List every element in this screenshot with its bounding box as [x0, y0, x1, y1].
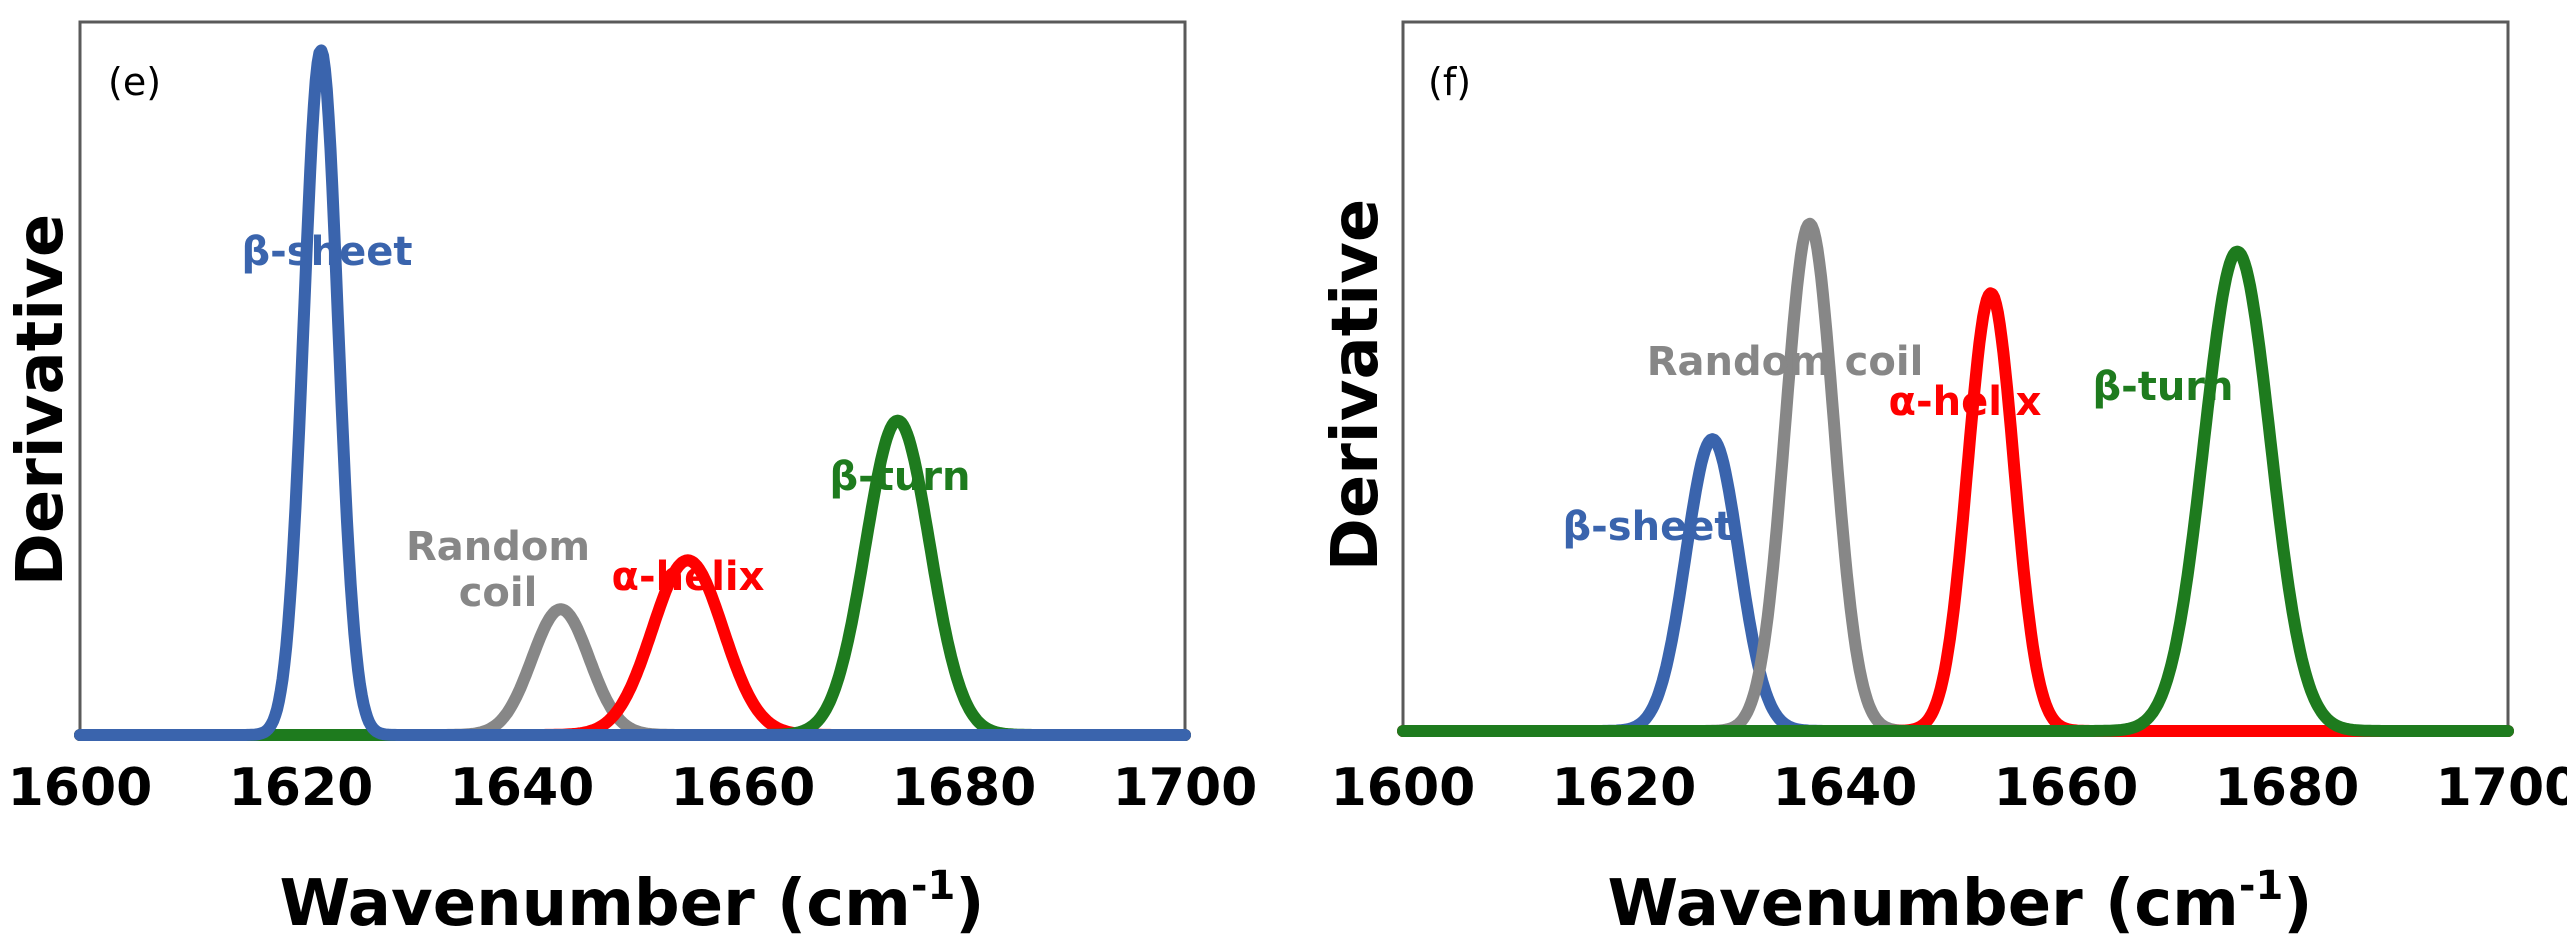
- x-axis-title: Wavenumber (cm-1): [279, 863, 984, 941]
- series-line--sheet: [74, 44, 1191, 741]
- plot-frame: [78, 20, 1187, 737]
- chart-panel-e: (e) Derivative Wavenumber (cm-1) 1600 162…: [4, 20, 1258, 941]
- x-axis-title-main: Wavenumber (cm: [279, 867, 910, 941]
- x-tick-label: 1660: [1994, 758, 2139, 818]
- peak-label: α-helix: [612, 554, 765, 600]
- x-tick-label: 1700: [1113, 758, 1258, 818]
- x-tick-label: 1600: [1331, 758, 1476, 818]
- peak-label-line: β-sheet: [242, 229, 413, 275]
- x-tick-label: 1680: [2215, 758, 2360, 818]
- x-axis-title-sup: -1: [2239, 863, 2283, 909]
- peak-label-line: α-helix: [1889, 379, 2042, 425]
- x-tick-label: 1640: [1773, 758, 1918, 818]
- peak-label-line: Random: [406, 524, 590, 570]
- x-tick-label: 1620: [229, 758, 374, 818]
- peak-label: Random coil: [406, 524, 590, 616]
- chart-panel-f: (f) Derivative Wavenumber (cm-1) 1600 162…: [1319, 20, 2567, 941]
- series-line-random-coil: [1397, 217, 2514, 737]
- peak-labels: Random coil α-helix β-turn β-sheet: [242, 229, 971, 616]
- panel-label: (e): [108, 60, 161, 104]
- x-axis-title-sup: -1: [911, 863, 955, 909]
- y-axis-title: Derivative: [4, 214, 78, 587]
- x-tick-labels: 1600 1620 1640 1660 1680 1700: [1331, 758, 2567, 818]
- peak-label: β-turn: [829, 454, 970, 500]
- x-tick-label: 1700: [2436, 758, 2567, 818]
- peak-label-line: β-turn: [829, 454, 970, 500]
- peak-label: β-sheet: [1563, 504, 1734, 550]
- x-tick-label: 1660: [671, 758, 816, 818]
- series-group: [1397, 217, 2514, 737]
- x-axis-title-close: ): [2283, 867, 2312, 941]
- peak-label-line: Random coil: [1647, 339, 1924, 385]
- peak-label: β-turn: [2092, 364, 2233, 410]
- panel-label: (f): [1428, 60, 1471, 104]
- peak-label: β-sheet: [242, 229, 413, 275]
- peak-label-line: β-turn: [2092, 364, 2233, 410]
- series-group: [74, 44, 1191, 741]
- x-tick-label: 1620: [1552, 758, 1697, 818]
- peak-label-line: β-sheet: [1563, 504, 1734, 550]
- peak-label-line: coil: [459, 570, 538, 616]
- peak-label: α-helix: [1889, 379, 2042, 425]
- x-tick-label: 1600: [8, 758, 153, 818]
- x-axis-title-close: ): [955, 867, 984, 941]
- x-tick-label: 1680: [892, 758, 1037, 818]
- peak-label-line: α-helix: [612, 554, 765, 600]
- y-axis-title: Derivative: [1319, 199, 1393, 572]
- x-tick-label: 1640: [450, 758, 595, 818]
- series-line--turn: [1397, 245, 2514, 737]
- peak-label: Random coil: [1647, 339, 1924, 385]
- x-tick-labels: 1600 1620 1640 1660 1680 1700: [8, 758, 1258, 818]
- x-axis-title-main: Wavenumber (cm: [1607, 867, 2238, 941]
- x-axis-title: Wavenumber (cm-1): [1607, 863, 2312, 941]
